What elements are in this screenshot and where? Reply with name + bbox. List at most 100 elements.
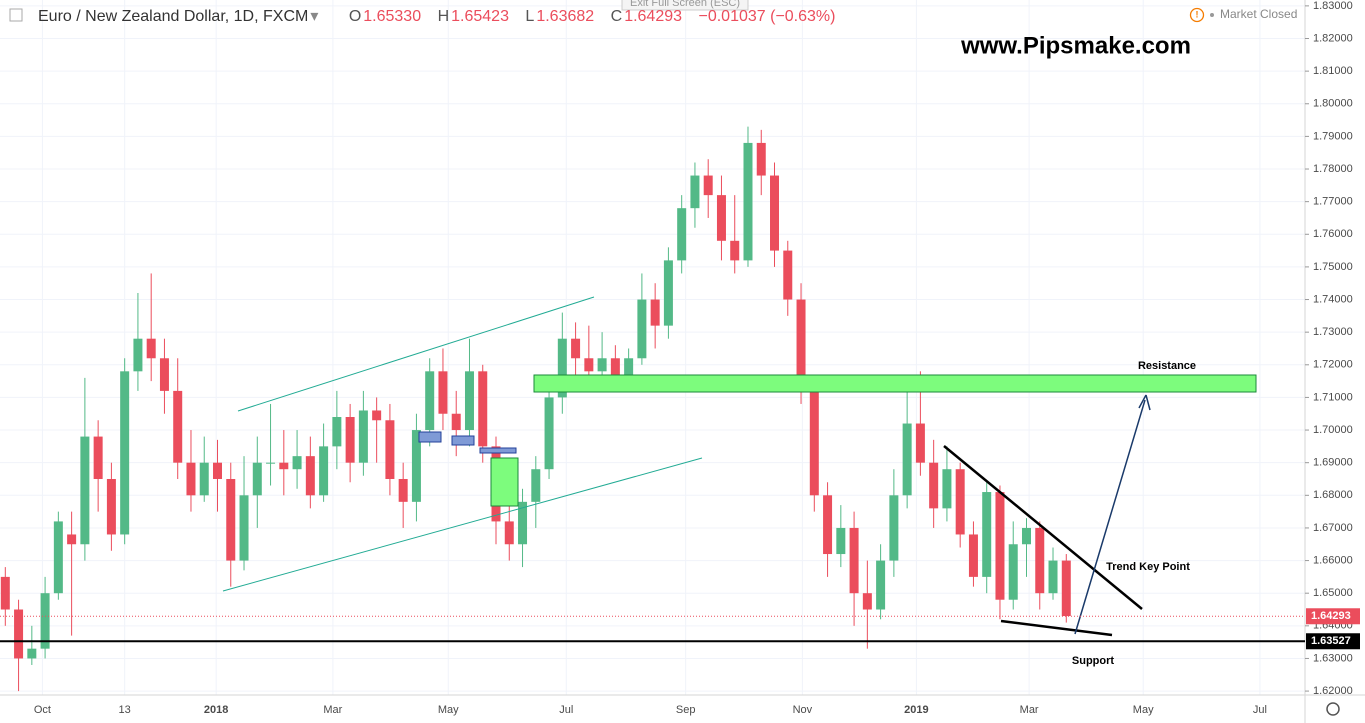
exit-fullscreen-box[interactable]	[621, 0, 749, 11]
candle-body	[531, 469, 541, 502]
x-tick-label: Mar	[1020, 704, 1039, 716]
candle-body	[14, 609, 24, 659]
watermark: www.Pipsmake.com	[960, 32, 1191, 59]
candle-body	[849, 527, 859, 594]
candle-body	[836, 527, 846, 555]
candle-body	[159, 358, 169, 391]
candle-body	[1048, 560, 1058, 594]
blue-box	[479, 447, 517, 454]
candle-body	[120, 371, 130, 535]
x-tick-label: May	[1133, 704, 1154, 716]
candle-body	[889, 495, 899, 561]
candle-body	[213, 462, 222, 479]
settings-gear[interactable]	[1326, 702, 1340, 716]
symbol-menu[interactable]: ▾	[310, 8, 319, 25]
y-tick-label: 1.72000	[1313, 359, 1353, 371]
candle-body	[239, 495, 249, 561]
status-icon	[1189, 7, 1205, 23]
candle-body	[730, 240, 740, 261]
candle-body	[584, 358, 594, 372]
candle-body	[411, 430, 421, 502]
candle-body	[106, 478, 116, 535]
candle-body	[279, 462, 289, 470]
candle-body	[425, 371, 435, 431]
candle-body	[385, 420, 395, 479]
annotation: Support	[1072, 655, 1114, 667]
status-dot	[1210, 13, 1214, 17]
candle-body	[319, 446, 329, 496]
candle-body	[783, 250, 793, 300]
y-tick-label: 1.69000	[1313, 457, 1353, 469]
y-tick-label: 1.68000	[1313, 489, 1353, 501]
y-tick-label: 1.73000	[1313, 326, 1353, 338]
y-tick-label: 1.71000	[1313, 391, 1353, 403]
exit-fullscreen[interactable]: Exit Full Screen (ESC)	[630, 0, 740, 9]
candle-body	[478, 371, 488, 447]
trend-line	[1000, 619, 1113, 637]
candle-body	[823, 495, 833, 555]
candle-body	[929, 462, 939, 509]
candle-body	[624, 358, 634, 378]
candle-body	[955, 469, 965, 535]
candle-body	[756, 142, 766, 176]
candle-body	[677, 208, 687, 261]
candle-body	[292, 456, 302, 470]
x-tick-label: May	[438, 704, 459, 716]
candle-body	[1061, 560, 1071, 617]
candle-body	[544, 397, 554, 470]
candle-body	[637, 299, 647, 359]
y-tick-label: 1.77000	[1313, 196, 1353, 208]
resistance-zone	[533, 374, 1257, 393]
candle-body	[716, 195, 726, 241]
price-label-box	[1306, 633, 1360, 650]
price-label-box	[1306, 608, 1360, 625]
price-label: 1.64293	[1311, 610, 1351, 622]
ohlc-key: O	[348, 8, 362, 25]
candle-body	[40, 593, 50, 649]
candle-body	[770, 175, 780, 251]
candle-body	[518, 501, 528, 545]
x-tick-label: Oct	[34, 704, 51, 716]
candle-body	[571, 338, 581, 359]
symbol-icon[interactable]	[9, 8, 23, 22]
candle-body	[504, 521, 514, 545]
candle-body	[1008, 544, 1018, 600]
candle-body	[0, 576, 10, 610]
candle-body	[173, 390, 183, 463]
x-tick-label: 2019	[904, 704, 928, 716]
arrow	[1074, 399, 1146, 635]
candle-body	[266, 462, 276, 464]
header: Euro / New Zealand Dollar, 1D, FXCM ▾ O 1.…	[38, 6, 847, 26]
status-icon-mark: !	[1196, 9, 1199, 19]
candle-body	[93, 436, 103, 479]
arrow-head	[1138, 394, 1151, 411]
candle-body	[942, 469, 952, 509]
y-tick-label: 1.62000	[1313, 685, 1353, 697]
y-tick-label: 1.82000	[1313, 32, 1353, 44]
candle-body	[982, 492, 992, 577]
x-tick-label: 13	[119, 704, 131, 716]
candle-body	[968, 534, 978, 577]
y-tick-label: 1.83000	[1313, 0, 1353, 12]
candle-body	[1035, 527, 1045, 594]
candle-body	[398, 478, 408, 502]
candle-body	[146, 338, 156, 359]
candle-body	[358, 410, 368, 463]
candle-body	[226, 478, 236, 561]
candle-body	[252, 462, 262, 496]
y-tick-label: 1.65000	[1313, 587, 1353, 599]
candle-body	[372, 410, 382, 421]
candles	[0, 126, 1071, 692]
y-tick-label: 1.75000	[1313, 261, 1353, 273]
trend-line	[943, 445, 1143, 610]
annotation: Trend Key Point	[1106, 561, 1190, 573]
candle-body	[438, 371, 448, 414]
green-zone	[490, 457, 519, 507]
y-tick-label: 1.78000	[1313, 163, 1353, 175]
ohlc-value: 1.64293	[624, 8, 683, 25]
candle-body	[53, 521, 63, 594]
y-tick-label: 1.67000	[1313, 522, 1353, 534]
ohlc-key: C	[610, 8, 623, 25]
